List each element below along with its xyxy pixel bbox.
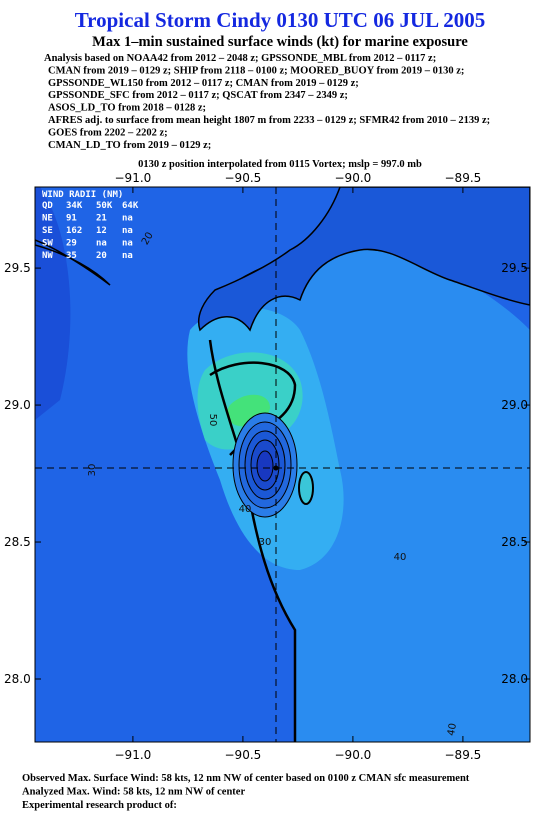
wind-radii-cell: 91 bbox=[66, 214, 77, 224]
x-tick-label: −90.5 bbox=[225, 748, 262, 762]
wind-radii-title: WIND RADII (NM) bbox=[42, 190, 123, 200]
analysis-line: AFRES adj. to surface from mean height 1… bbox=[48, 115, 490, 126]
title: Tropical Storm Cindy 0130 UTC 06 JUL 200… bbox=[75, 8, 486, 32]
analysis-line: ASOS_LD_TO from 2018 – 0128 z; bbox=[48, 103, 206, 114]
contour-label: 40 bbox=[446, 722, 459, 736]
land-west bbox=[35, 239, 111, 286]
wind-radii-cell: 29 bbox=[66, 239, 77, 249]
wind-radii-cell: 162 bbox=[66, 226, 82, 236]
x-tick-label: −91.0 bbox=[115, 748, 152, 762]
footer-line: Analyzed Max. Wind: 58 kts, 12 nm NW of … bbox=[22, 787, 245, 798]
y-tick-label: 29.0 bbox=[4, 398, 31, 412]
analysis-line: GPSSONDE_SFC from 2012 – 0117 z; QSCAT f… bbox=[48, 90, 348, 101]
content: Tropical Storm Cindy 0130 UTC 06 JUL 200… bbox=[4, 8, 530, 811]
x-tick-label: −90.0 bbox=[335, 171, 372, 185]
x-tick-label: −89.5 bbox=[445, 748, 482, 762]
analysis-line: CMAN from 2019 – 0129 z; SHIP from 2118 … bbox=[48, 65, 464, 76]
wind-radii-cell: SE bbox=[42, 226, 53, 236]
x-tick-label: −90.0 bbox=[335, 748, 372, 762]
footer-line: Observed Max. Surface Wind: 58 kts, 12 n… bbox=[22, 773, 470, 784]
wind-radii-cell: 64K bbox=[122, 201, 139, 211]
analysis-line: GPSSONDE_WL150 from 2012 – 0117 z; CMAN … bbox=[48, 78, 359, 89]
wind-radii-cell: na bbox=[122, 251, 133, 261]
contour-label: 40 bbox=[239, 504, 252, 515]
y-tick-label: 29.5 bbox=[501, 261, 528, 275]
y-tick-label: 29.5 bbox=[4, 261, 31, 275]
y-tick-label: 28.5 bbox=[501, 535, 528, 549]
position-note: 0130 z position interpolated from 0115 V… bbox=[138, 159, 422, 170]
wind-radii-cell: 34K bbox=[66, 201, 83, 211]
analysis-line: GOES from 2202 – 2202 z; bbox=[48, 127, 168, 138]
map-frame bbox=[34, 186, 531, 743]
footer-line: Experimental research product of: bbox=[22, 800, 177, 811]
y-tick-label: 28.0 bbox=[4, 672, 31, 686]
wind-radii-cell: na bbox=[96, 239, 107, 249]
wind-radii-cell: NE bbox=[42, 214, 53, 224]
land bbox=[198, 187, 530, 332]
wind-radii-cell: 35 bbox=[66, 251, 77, 261]
wind-radii-cell: na bbox=[122, 239, 133, 249]
x-tick-label: −91.0 bbox=[115, 171, 152, 185]
contour-label: 30 bbox=[87, 464, 98, 477]
wind-radii-cell: na bbox=[122, 214, 133, 224]
x-tick-label: −90.5 bbox=[225, 171, 262, 185]
y-tick-label: 28.0 bbox=[501, 672, 528, 686]
x-tick-label: −89.5 bbox=[445, 171, 482, 185]
contour-label: 50 bbox=[207, 414, 218, 427]
wind-radii-cell: 20 bbox=[96, 251, 107, 261]
wind-radii-cell: SW bbox=[42, 239, 53, 249]
secondary-max bbox=[298, 471, 314, 505]
wind-radii-cell: na bbox=[122, 226, 133, 236]
wind-radii-cell: 50K bbox=[96, 201, 113, 211]
wind-radii-cell: 21 bbox=[96, 214, 107, 224]
analysis-line: Analysis based on NOAA42 from 2012 – 204… bbox=[44, 53, 436, 64]
y-tick-label: 29.0 bbox=[501, 398, 528, 412]
wind-radii-cell: NW bbox=[42, 251, 53, 261]
wind-radii-cell: QD bbox=[42, 201, 53, 211]
contour-label: 40 bbox=[394, 552, 407, 563]
y-tick-label: 28.5 bbox=[4, 535, 31, 549]
wind-field bbox=[35, 187, 530, 742]
wind-radii-cell: 12 bbox=[96, 226, 107, 236]
analysis-line: CMAN_LD_TO from 2019 – 0129 z; bbox=[48, 140, 211, 151]
storm-center bbox=[273, 465, 279, 471]
contour-label: 30 bbox=[259, 537, 272, 548]
subtitle: Max 1–min sustained surface winds (kt) f… bbox=[92, 34, 468, 50]
eye bbox=[232, 412, 298, 518]
